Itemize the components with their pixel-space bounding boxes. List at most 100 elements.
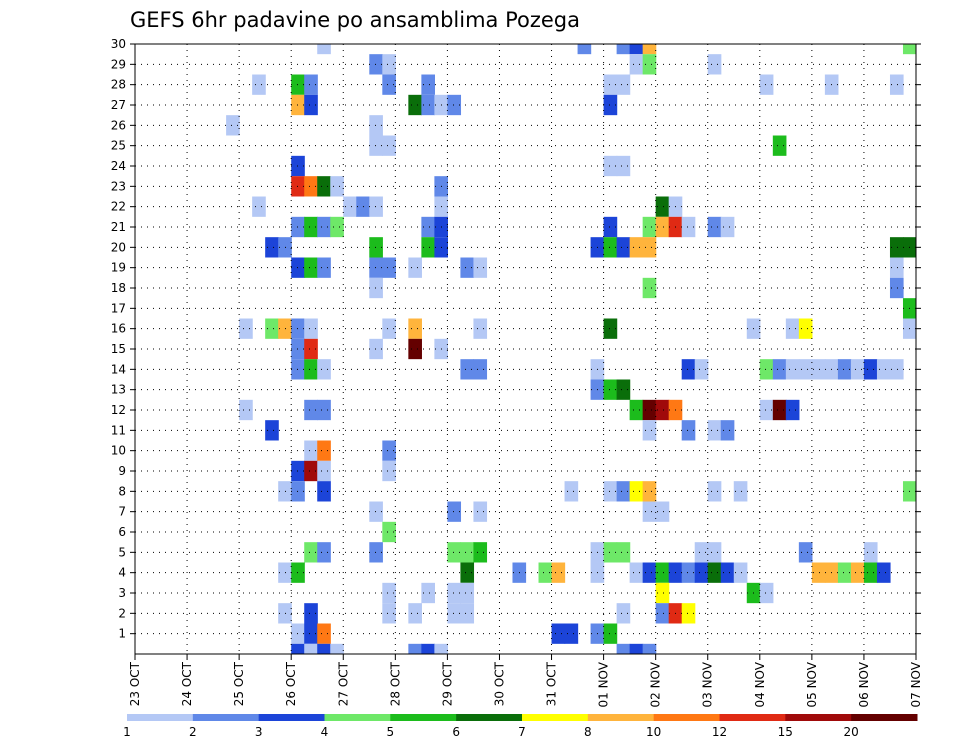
heatmap-cell (304, 338, 318, 360)
heatmap-cell (603, 542, 618, 563)
colorbar-label: 20 (844, 725, 859, 739)
heatmap-cell (343, 196, 357, 217)
heatmap-cell (603, 379, 618, 400)
heatmap-cell (850, 359, 865, 380)
heatmap-cell (278, 603, 292, 624)
chart-title: GEFS 6hr padavine po ansamblima Pozega (130, 8, 580, 32)
y-tick-label: 13 (111, 383, 126, 397)
heatmap-cell (681, 359, 696, 380)
heatmap-cell (642, 562, 657, 583)
colorbar-swatch (851, 714, 918, 721)
heatmap-cell (317, 399, 331, 421)
heatmap-cell (369, 135, 383, 156)
heatmap-cell (616, 237, 631, 258)
heatmap-cell (291, 460, 305, 482)
heatmap-cell (629, 643, 644, 654)
heatmap-cell (317, 44, 331, 55)
heatmap-cell (317, 460, 331, 482)
x-tick-label: 07 NOV (909, 661, 923, 707)
x-tick-label: 27 OCT (336, 661, 350, 706)
heatmap-cell (408, 94, 422, 116)
heatmap-cell (317, 216, 331, 238)
heatmap-cell (369, 501, 383, 522)
x-tick-label: 06 NOV (857, 661, 871, 707)
x-tick-label: 24 OCT (180, 661, 194, 706)
heatmap-cell (473, 318, 488, 339)
heatmap-cell (304, 643, 318, 654)
heatmap-cell (317, 643, 331, 654)
heatmap-cell (603, 216, 618, 238)
heatmap-cell (551, 562, 566, 583)
heatmap-cell (655, 562, 670, 583)
heatmap-cell (369, 115, 383, 136)
heatmap-cell (421, 582, 435, 604)
heatmap-cell (564, 623, 579, 644)
colorbar-swatch (456, 714, 523, 721)
heatmap-cell (616, 542, 631, 563)
heatmap-cell (707, 216, 722, 238)
heatmap-cell (460, 257, 475, 278)
colorbar-swatch (522, 714, 589, 721)
heatmap-cell (681, 216, 696, 238)
heatmap-cell (447, 501, 462, 522)
heatmap-cell (603, 94, 618, 116)
heatmap-cell (382, 460, 396, 482)
heatmap-cell (642, 237, 657, 258)
heatmap-cell (629, 481, 644, 502)
heatmap-cell (460, 603, 475, 624)
heatmap-cell (889, 359, 904, 380)
heatmap-cell (629, 562, 644, 583)
colorbar-label: 4 (321, 725, 329, 739)
heatmap-cell (291, 94, 305, 116)
x-tick-label: 29 OCT (440, 661, 454, 706)
heatmap-cell (408, 318, 422, 339)
y-tick-label: 6 (118, 525, 126, 539)
heatmap-cell (304, 440, 318, 461)
heatmap-cell (382, 54, 396, 75)
heatmap-cell (616, 155, 631, 177)
heatmap-cell (382, 582, 396, 604)
heatmap-cell (876, 359, 891, 380)
heatmap-cell (681, 603, 696, 624)
heatmap-cell (239, 399, 253, 421)
heatmap-cell (304, 94, 318, 116)
heatmap-cell (369, 257, 383, 278)
heatmap-cell (291, 338, 305, 360)
heatmap-cell (317, 542, 331, 563)
heatmap-cell (408, 257, 422, 278)
heatmap-cell (304, 176, 318, 197)
heatmap-cell (252, 196, 266, 217)
heatmap-cell (473, 359, 488, 380)
y-tick-label: 12 (111, 403, 126, 417)
heatmap-cell (408, 603, 422, 624)
heatmap-cell (694, 359, 709, 380)
heatmap-cell (447, 603, 462, 624)
y-tick-label: 11 (111, 423, 126, 437)
heatmap-cell (265, 318, 279, 339)
heatmap-cell (551, 623, 566, 644)
heatmap-cell (603, 318, 618, 339)
heatmap-cell (629, 44, 644, 55)
x-tick-label: 31 OCT (545, 661, 559, 706)
heatmap-cell (265, 420, 279, 441)
y-tick-label: 26 (111, 118, 126, 132)
heatmap-cell (642, 216, 657, 238)
heatmap-cell (603, 74, 618, 95)
heatmap-cell (304, 542, 318, 563)
heatmap-cell (642, 420, 657, 441)
heatmap-cell (278, 562, 292, 583)
heatmap-cell (460, 542, 475, 563)
heatmap-cell (772, 399, 787, 421)
y-tick-label: 15 (111, 342, 126, 356)
heatmap-cell (707, 481, 722, 502)
heatmap-cell (642, 501, 657, 522)
heatmap-cell (382, 74, 396, 95)
heatmap-cell (447, 582, 462, 604)
heatmap-cell (785, 399, 800, 421)
heatmap-cell (642, 277, 657, 299)
heatmap-cell (642, 44, 657, 55)
heatmap-cell (317, 623, 331, 644)
heatmap-cell (330, 643, 344, 654)
heatmap-cell (759, 399, 774, 421)
heatmap-cell (759, 74, 774, 95)
